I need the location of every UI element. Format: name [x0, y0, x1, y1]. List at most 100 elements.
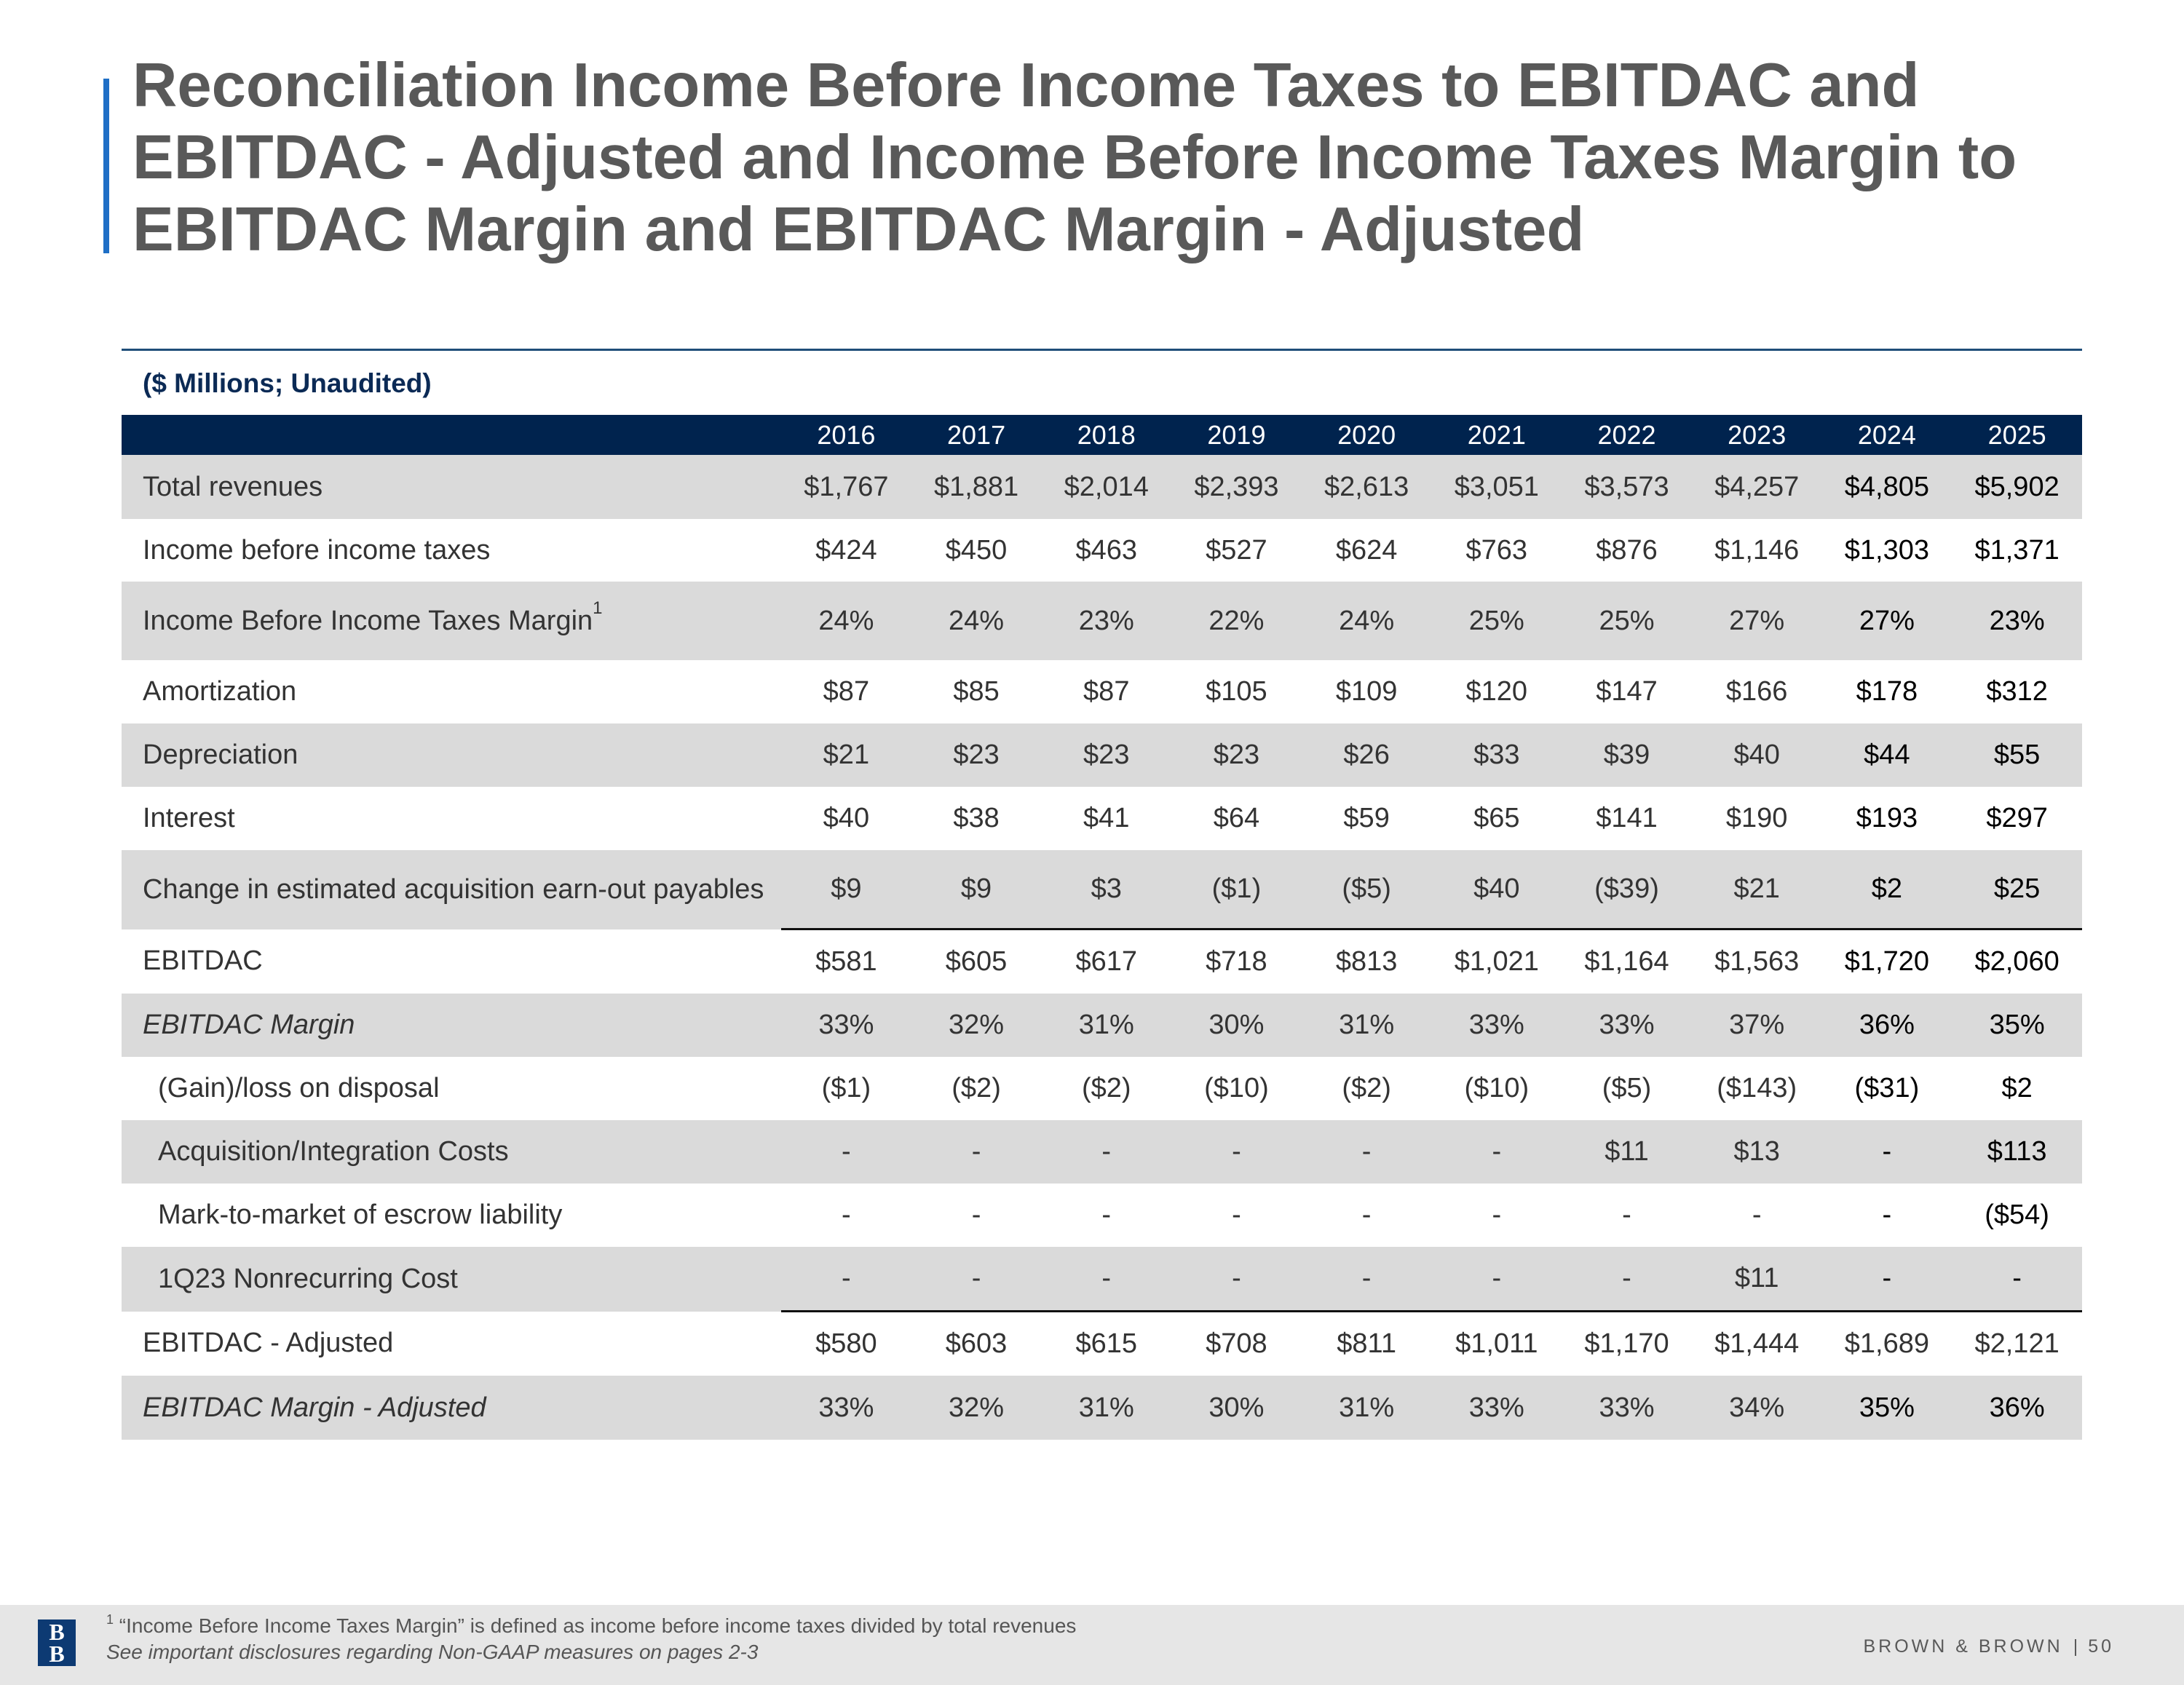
table-cell: $2 [1821, 850, 1952, 929]
row-label: Interest [143, 803, 235, 833]
table-cell: - [1752, 1200, 1762, 1230]
table-cell: $2 [2001, 1073, 2033, 1103]
row-label: Change in estimated acquisition earn-out… [122, 850, 782, 929]
table-cell: $527 [1206, 534, 1267, 566]
table-cell: $2,014 [1041, 455, 1172, 519]
table-cell: 31% [1041, 1376, 1172, 1440]
table-cell: $1,164 [1562, 928, 1692, 994]
table-row-1q23-nonrecurring-cost: 1Q23 Nonrecurring Cost - - - - - - - $11… [122, 1247, 2082, 1312]
table-cell: - [1431, 1247, 1562, 1312]
table-cell: $2,393 [1171, 455, 1302, 519]
table-cell: $617 [1041, 928, 1172, 994]
header-blank-cell [122, 415, 782, 455]
footnote-definition: 1 “Income Before Income Taxes Margin” is… [106, 1613, 1076, 1639]
brand-page-marker: BROWN & BROWN | 50 [1863, 1636, 2114, 1657]
table-cell: $3,051 [1431, 455, 1562, 519]
table-cell: ($5) [1301, 850, 1432, 929]
table-cell: 27% [1691, 582, 1822, 660]
column-header: 2022 [1562, 415, 1692, 455]
page-number: 50 [2088, 1636, 2114, 1657]
row-label: (Gain)/loss on disposal [158, 1073, 440, 1103]
table-cell: 33% [1431, 1376, 1562, 1440]
table-cell: $40 [1431, 850, 1562, 929]
table-cell: ($10) [1204, 1073, 1269, 1103]
table-cell: $718 [1171, 928, 1302, 994]
table-cell: - [1041, 1120, 1172, 1184]
table-cell: $1,881 [911, 455, 1042, 519]
table-cell: 35% [1821, 1376, 1952, 1440]
table-cell: $21 [1691, 850, 1822, 929]
table-cell: $25 [1952, 850, 2082, 929]
table-cell: $4,257 [1691, 455, 1822, 519]
table-cell: $109 [1335, 676, 1398, 707]
table-cell: 33% [1562, 994, 1692, 1057]
table-cell: $87 [823, 676, 870, 707]
table-cell: $55 [1952, 723, 2082, 787]
table-cell: 27% [1821, 582, 1952, 660]
table-cell: $11 [1691, 1247, 1822, 1312]
table-cell: $463 [1075, 534, 1138, 566]
table-cell: $1,170 [1562, 1310, 1692, 1376]
table-cell: 37% [1691, 994, 1822, 1057]
table-cell: $297 [1986, 803, 2048, 833]
table-cell: 34% [1691, 1376, 1822, 1440]
table-cell: $40 [1691, 723, 1822, 787]
table-cell: $65 [1473, 803, 1520, 833]
table-cell: $190 [1725, 803, 1788, 833]
table-cell: - [1301, 1247, 1432, 1312]
table-row-amortization: Amortization $87 $85 $87 $105 $109 $120 … [122, 660, 2082, 723]
table-cell: - [971, 1200, 981, 1230]
row-label: 1Q23 Nonrecurring Cost [122, 1247, 782, 1312]
table-cell: $1,720 [1821, 928, 1952, 994]
title-line-3: EBITDAC Margin and EBITDAC Margin - Adju… [132, 195, 1585, 264]
table-row-income-before-taxes: Income before income taxes $424 $450 $46… [122, 519, 2082, 582]
table-cell: 33% [781, 1376, 911, 1440]
table-cell: - [1041, 1247, 1172, 1312]
table-cell: $2,060 [1952, 928, 2082, 994]
title-line-2: EBITDAC - Adjusted and Income Before Inc… [132, 123, 2017, 192]
table-cell: $120 [1465, 676, 1528, 707]
column-header: 2017 [911, 415, 1042, 455]
table-cell: ($1) [1171, 850, 1302, 929]
table-cell: $11 [1562, 1120, 1692, 1184]
table-cell: - [842, 1200, 851, 1230]
row-label: EBITDAC [143, 945, 263, 977]
table-cell: $580 [781, 1310, 911, 1376]
table-cell: $44 [1821, 723, 1952, 787]
table-cell: - [1171, 1247, 1302, 1312]
table-row-acquisition-integration-costs: Acquisition/Integration Costs - - - - - … [122, 1120, 2082, 1184]
table-cell: 23% [1952, 582, 2082, 660]
table-cell: $39 [1562, 723, 1692, 787]
table-cell: $105 [1206, 676, 1267, 707]
row-label: EBITDAC Margin - Adjusted [122, 1376, 782, 1440]
table-cell: ($1) [821, 1073, 871, 1103]
table-cell: $13 [1691, 1120, 1822, 1184]
table-cell: ($2) [951, 1073, 1001, 1103]
table-cell: 23% [1041, 582, 1172, 660]
table-cell: $113 [1952, 1120, 2082, 1184]
table-cell: $1,689 [1821, 1310, 1952, 1376]
table-cell: $64 [1213, 803, 1260, 833]
table-cell: 24% [1301, 582, 1432, 660]
table-cell: 35% [1952, 994, 2082, 1057]
table-row-ebitdac-adjusted: EBITDAC - Adjusted $580 $603 $615 $708 $… [122, 1310, 2082, 1376]
table-cell: 22% [1171, 582, 1302, 660]
table-cell: ($5) [1602, 1073, 1652, 1103]
table-cell: $1,767 [781, 455, 911, 519]
table-cell: $1,021 [1431, 928, 1562, 994]
table-cell: $5,902 [1952, 455, 2082, 519]
table-cell: 31% [1301, 994, 1432, 1057]
table-cell: 25% [1431, 582, 1562, 660]
column-header: 2016 [781, 415, 911, 455]
table-cell: $9 [781, 850, 911, 929]
column-header: 2020 [1301, 415, 1432, 455]
row-label: Total revenues [122, 455, 782, 519]
table-cell: ($2) [1081, 1073, 1131, 1103]
table-cell: - [781, 1120, 911, 1184]
table-cell: - [1171, 1120, 1302, 1184]
table-cell: - [1101, 1200, 1112, 1230]
row-label: Depreciation [122, 723, 782, 787]
table-cell: $876 [1596, 534, 1658, 566]
table-cell: $141 [1596, 803, 1658, 833]
table-cell: 24% [781, 582, 911, 660]
